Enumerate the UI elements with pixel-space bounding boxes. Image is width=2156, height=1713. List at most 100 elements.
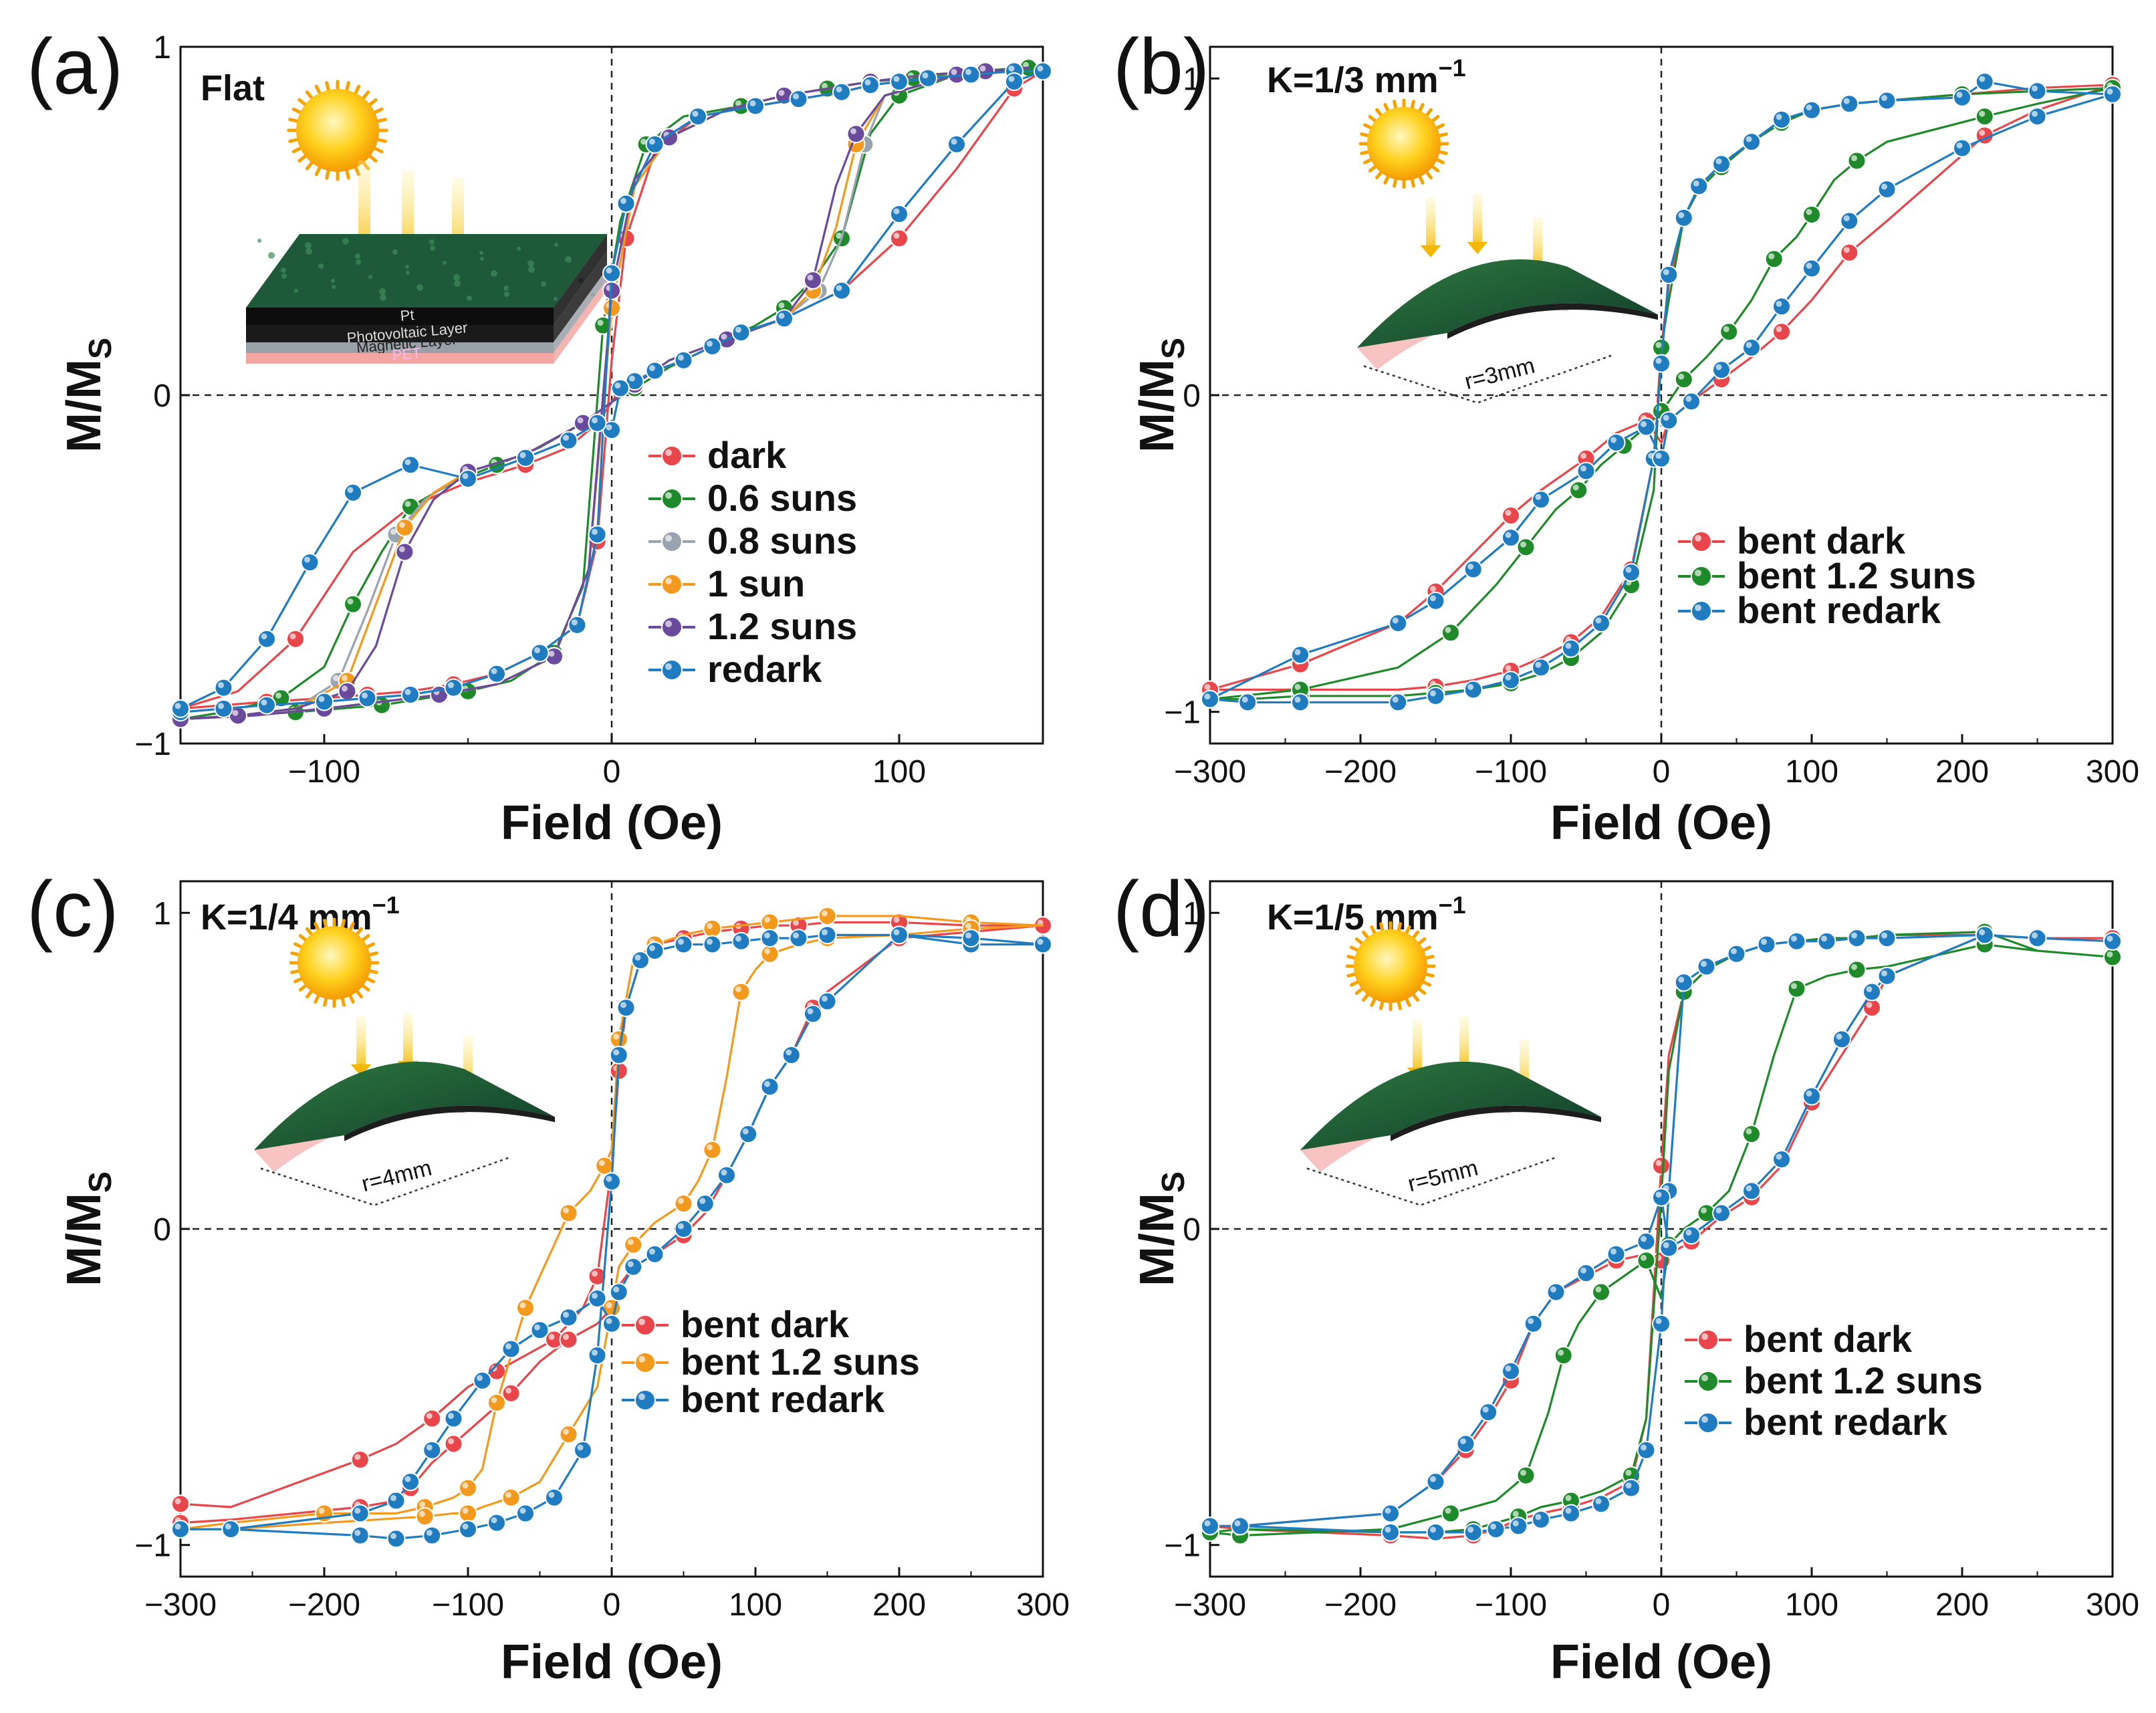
data-point — [1772, 110, 1791, 129]
texture-dot — [527, 260, 534, 267]
panel-annotation-main: K=1/5 mm — [1267, 897, 1439, 937]
data-point-highlight — [1505, 509, 1512, 516]
data-point — [1502, 505, 1520, 525]
data-point — [358, 689, 377, 708]
data-point — [1712, 360, 1731, 380]
data-point-highlight — [1610, 437, 1616, 443]
data-point-highlight — [1535, 1514, 1542, 1520]
y-tick-label: −1 — [1164, 1528, 1201, 1564]
panel-letter: (c) — [27, 865, 119, 953]
data-point-highlight — [448, 1438, 454, 1444]
panel-annotation-main: K=1/3 mm — [1267, 60, 1439, 100]
data-point-highlight — [1761, 939, 1767, 945]
data-point — [760, 913, 780, 932]
photovoltaic-surface — [1300, 1061, 1601, 1150]
data-point — [1802, 205, 1821, 225]
data-point — [1532, 1510, 1550, 1529]
data-point-highlight — [606, 1175, 612, 1182]
data-point-highlight — [1385, 1526, 1391, 1533]
data-point-highlight — [807, 274, 814, 281]
data-point — [395, 518, 414, 537]
series-dark — [171, 62, 1044, 718]
data-point-highlight — [1881, 932, 1887, 939]
data-point-highlight — [1881, 970, 1887, 977]
data-point-highlight — [1460, 1438, 1466, 1444]
data-point-highlight — [491, 1517, 497, 1524]
data-point — [832, 281, 851, 300]
data-point — [1291, 645, 1310, 665]
data-point — [695, 1194, 715, 1214]
data-point-highlight — [404, 459, 411, 465]
x-tick-label: 100 — [1785, 1587, 1838, 1623]
data-point — [401, 1472, 420, 1492]
panel-annotation-main: Flat — [201, 68, 265, 108]
data-point-highlight — [505, 1492, 511, 1498]
panel-a: −100 0 100 −1 0 1 Field (Oe) M/MS (a) Flat PtPhoto… — [27, 23, 1052, 850]
data-point-highlight — [786, 1049, 792, 1056]
data-point — [609, 1282, 628, 1302]
legend-marker-highlight — [638, 1319, 645, 1325]
data-point-highlight — [836, 86, 842, 93]
data-point-highlight — [1956, 92, 1963, 98]
data-point-highlight — [404, 501, 411, 507]
data-point — [1674, 370, 1693, 389]
data-point — [444, 1409, 463, 1428]
data-point — [1441, 623, 1460, 643]
data-point-highlight — [592, 1349, 598, 1356]
data-point-highlight — [275, 692, 281, 699]
data-point — [1637, 1232, 1656, 1251]
x-tick-label: −100 — [1475, 754, 1547, 790]
data-point — [257, 629, 276, 649]
data-point-highlight — [793, 919, 799, 926]
data-point — [1426, 591, 1445, 610]
data-point — [516, 1504, 535, 1523]
data-point — [1802, 100, 1821, 120]
panel-d: −300 −200 −100 0 100 200 300 −1 0 1 Field (Oe) M/MS… — [1113, 865, 2139, 1689]
data-point-highlight — [1008, 65, 1015, 72]
data-point-highlight — [742, 1128, 749, 1135]
legend-marker-highlight — [1701, 1375, 1708, 1381]
x-tick-label: −300 — [1174, 1587, 1246, 1623]
legend-marker-highlight — [665, 449, 672, 456]
data-point-highlight — [390, 1495, 396, 1502]
bent-device-inset: r=3mm — [1357, 259, 1658, 404]
data-point-highlight — [390, 1532, 396, 1539]
photovoltaic-surface — [254, 1061, 555, 1150]
data-point-highlight — [534, 647, 540, 654]
data-point — [1486, 1520, 1506, 1539]
data-point — [1592, 614, 1610, 633]
data-point — [588, 1289, 607, 1308]
legend-label: bent redark — [1737, 589, 1941, 631]
data-point — [1381, 1522, 1400, 1542]
data-point — [1532, 658, 1550, 677]
x-tick-label: 300 — [2086, 754, 2139, 790]
data-point — [1847, 929, 1867, 948]
light-arrow-icon — [350, 1016, 372, 1076]
panel-annotation-superscript: −1 — [1439, 54, 1466, 82]
texture-dot — [368, 275, 372, 279]
data-point — [415, 1507, 435, 1526]
panel-letter: (b) — [1113, 23, 1209, 111]
texture-dot — [257, 239, 261, 243]
texture-dot — [342, 238, 349, 245]
data-point — [386, 1491, 406, 1510]
panel-annotation: Flat — [201, 68, 265, 108]
data-point-highlight — [1505, 674, 1512, 681]
data-point-highlight — [893, 208, 900, 215]
data-point — [1441, 1504, 1460, 1523]
data-point-highlight — [1467, 683, 1474, 690]
data-point-highlight — [448, 682, 454, 689]
data-point-highlight — [1851, 963, 1857, 970]
arrow-shaft — [358, 160, 370, 252]
sun-disc — [1367, 107, 1441, 181]
data-point-highlight — [462, 1482, 469, 1489]
data-point-highlight — [1430, 1526, 1436, 1533]
data-point — [1840, 243, 1859, 262]
data-point-highlight — [1791, 983, 1797, 990]
data-point-highlight — [1294, 649, 1301, 655]
data-point-highlight — [707, 1144, 713, 1151]
data-point-highlight — [1821, 935, 1827, 942]
data-point-highlight — [1505, 1365, 1512, 1372]
data-point-highlight — [1641, 1236, 1647, 1242]
data-point-highlight — [793, 932, 799, 939]
